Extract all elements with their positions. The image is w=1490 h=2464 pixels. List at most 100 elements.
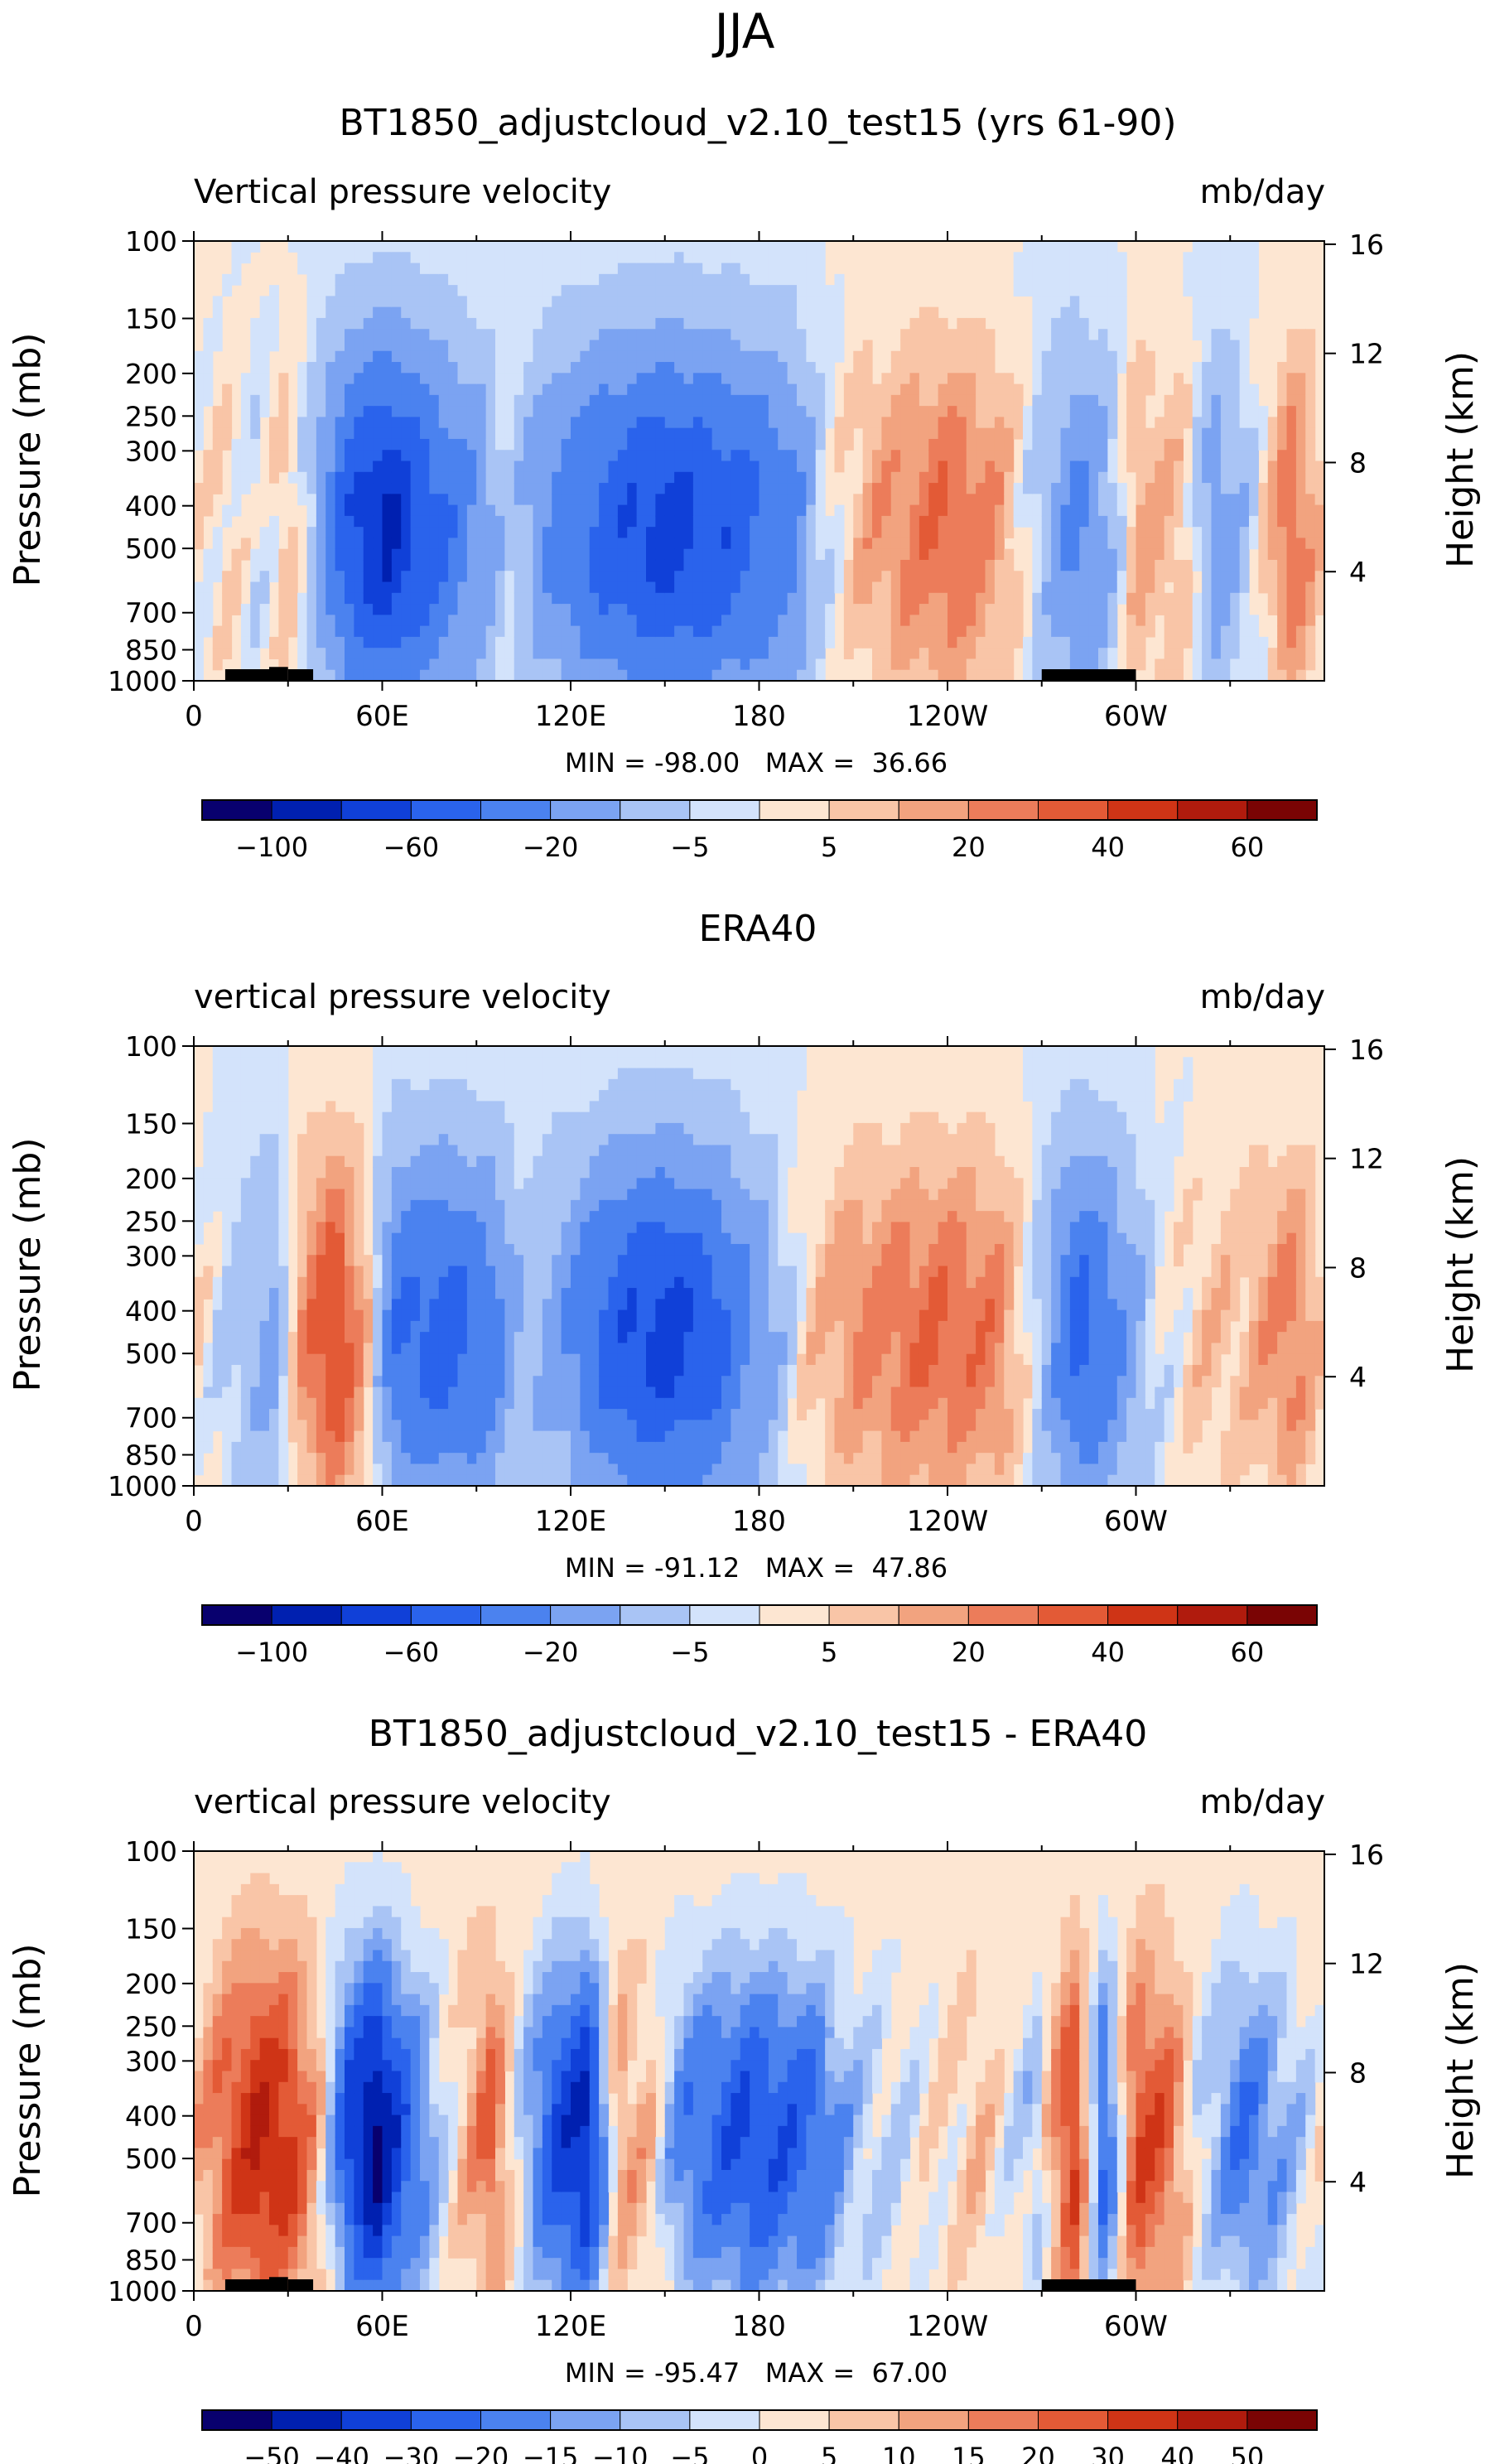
field-cell <box>297 1376 308 1388</box>
field-cell <box>335 1134 345 1146</box>
field-cell <box>843 373 854 385</box>
field-cell <box>797 306 807 319</box>
field-cell <box>325 1376 336 1388</box>
field-cell <box>495 350 505 363</box>
field-cell <box>542 494 552 506</box>
field-cell <box>250 1068 261 1080</box>
field-cell <box>1004 571 1015 583</box>
field-cell <box>495 571 505 583</box>
field-cell <box>382 263 393 275</box>
field-cell <box>1155 483 1165 494</box>
field-cell <box>466 373 477 385</box>
field-cell <box>1126 538 1137 550</box>
field-cell <box>391 604 402 615</box>
field-cell <box>250 636 261 649</box>
field-cell <box>825 383 836 396</box>
field-cell <box>646 504 656 517</box>
field-cell <box>580 285 591 297</box>
field-cell <box>1136 362 1146 374</box>
field-cell <box>552 450 562 462</box>
height-tick-label: 16 <box>1349 229 1384 261</box>
field-cell <box>806 483 817 494</box>
field-cell <box>862 538 873 550</box>
field-cell <box>1041 450 1052 462</box>
field-cell <box>514 263 524 275</box>
field-cell <box>853 636 864 649</box>
field-cell <box>1192 273 1203 286</box>
field-cell <box>731 373 741 385</box>
field-cell <box>259 1068 270 1080</box>
field-cell <box>382 604 393 615</box>
field-cell <box>382 1134 393 1146</box>
field-cell <box>778 285 788 297</box>
field-cell <box>608 527 619 539</box>
field-cell <box>466 471 477 484</box>
colorbar: −100 −60 −20 −5 5 20 40 60 <box>201 799 1318 863</box>
field-cell <box>702 615 713 627</box>
field-cell <box>787 273 798 286</box>
field-cell <box>1305 373 1316 385</box>
field-cell <box>589 450 600 462</box>
field-cell <box>872 471 882 484</box>
field-cell <box>1249 483 1259 494</box>
field-cell <box>1107 350 1118 363</box>
field-cell <box>815 340 826 352</box>
field-cell <box>203 460 214 473</box>
field-cell <box>1192 252 1203 264</box>
field-cell <box>1051 581 1062 594</box>
field-cell <box>363 1353 374 1366</box>
field-cell <box>429 273 440 286</box>
field-cell <box>476 306 487 319</box>
field-cell <box>797 460 807 473</box>
field-cell <box>797 450 807 462</box>
field-cell <box>664 581 675 594</box>
field-cell <box>994 604 1005 615</box>
field-cell <box>552 571 562 583</box>
field-cell <box>306 317 317 330</box>
field-cell <box>664 471 675 484</box>
field-cell <box>1164 604 1174 615</box>
field-cell <box>297 1222 308 1234</box>
field-cell <box>1079 494 1090 506</box>
field-cell <box>1032 571 1043 583</box>
field-cell <box>231 1134 242 1146</box>
field-cell <box>636 548 647 561</box>
field-cell <box>222 515 233 528</box>
field-cell <box>599 427 610 440</box>
field-cell <box>1277 394 1288 407</box>
field-cell <box>750 427 760 440</box>
field-cell <box>1220 636 1231 649</box>
field-cell <box>240 1386 251 1399</box>
field-cell <box>938 527 948 539</box>
field-cell <box>778 494 788 506</box>
field-cell <box>1126 527 1137 539</box>
field-cell <box>1277 527 1288 539</box>
field-cell <box>1155 504 1165 517</box>
field-cell <box>561 538 571 550</box>
field-cell <box>853 548 864 561</box>
field-cell <box>354 1364 364 1377</box>
field-cell <box>287 1343 298 1355</box>
field-cell <box>382 1167 393 1179</box>
field-cell <box>466 450 477 462</box>
field-cell <box>1079 263 1090 275</box>
field-cell <box>259 317 270 330</box>
field-cell <box>194 1299 204 1311</box>
field-cell <box>1230 329 1241 341</box>
field-cell <box>806 306 817 319</box>
field-cell <box>608 252 619 264</box>
field-cell <box>250 1309 261 1322</box>
field-cell <box>373 658 383 671</box>
field-cell <box>1286 592 1297 605</box>
field-cell <box>203 1364 214 1377</box>
field-cell <box>1136 406 1146 418</box>
field-cell <box>514 350 524 363</box>
field-cell <box>1230 494 1241 506</box>
field-cell <box>608 317 619 330</box>
field-cell <box>250 1046 261 1058</box>
field-cell <box>778 460 788 473</box>
field-cell <box>533 504 543 517</box>
field-cell <box>354 1211 364 1223</box>
field-cell <box>363 241 374 253</box>
field-cell <box>909 527 920 539</box>
